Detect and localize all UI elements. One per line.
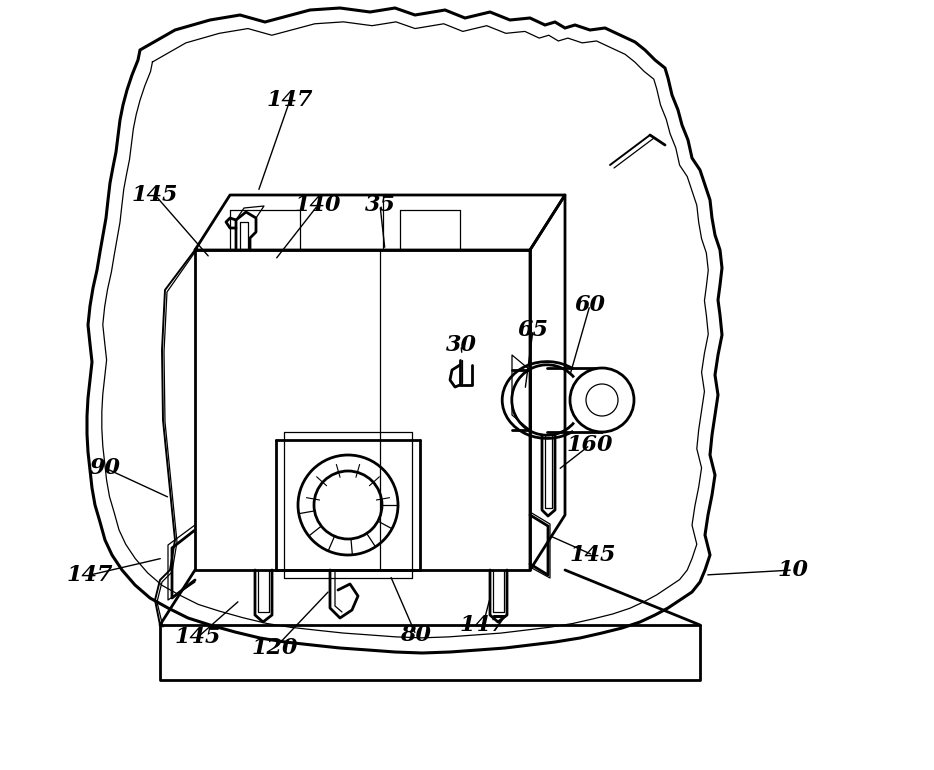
Text: 140: 140 <box>295 194 341 216</box>
Text: 145: 145 <box>175 626 221 648</box>
Text: 145: 145 <box>132 184 178 206</box>
Text: 160: 160 <box>567 434 614 456</box>
Polygon shape <box>87 8 722 653</box>
Text: 145: 145 <box>570 544 616 566</box>
Text: 120: 120 <box>252 637 298 659</box>
Text: 80: 80 <box>401 624 432 646</box>
Text: 10: 10 <box>777 559 809 581</box>
Text: 60: 60 <box>574 294 605 316</box>
Text: 147: 147 <box>267 89 313 111</box>
Text: 30: 30 <box>446 334 476 356</box>
Text: 65: 65 <box>517 319 548 341</box>
Text: 90: 90 <box>90 457 120 479</box>
Text: 35: 35 <box>364 194 395 216</box>
Text: 147: 147 <box>66 564 113 586</box>
Circle shape <box>570 368 634 432</box>
Text: 147: 147 <box>460 614 506 636</box>
